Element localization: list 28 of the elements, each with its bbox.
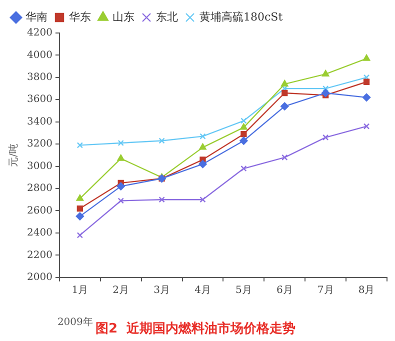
x-tick-label: 6月	[276, 284, 293, 296]
y-tick-label: 2800	[26, 183, 52, 194]
y-axis-title: 元/吨	[8, 144, 20, 167]
x-tick-label: 3月	[154, 284, 170, 296]
x-tick-label: 8月	[358, 284, 375, 296]
legend-label: 东北	[156, 10, 178, 24]
y-tick-label: 3400	[26, 116, 52, 128]
text: 2009年	[57, 316, 93, 328]
text: 图2 近期国内燃料油市场价格走势	[95, 320, 296, 337]
y-tick-label: 4000	[26, 50, 52, 61]
y-tick-label: 2400	[26, 228, 52, 239]
y-tick-label: 3200	[26, 138, 52, 150]
y-tick-label: 2600	[26, 205, 52, 216]
y-tick-label: 2200	[26, 250, 52, 261]
y-tick-label: 3800	[26, 72, 52, 84]
legend-label: 黄埔高硫180cSt	[200, 10, 284, 24]
legend-label: 华南	[26, 10, 48, 24]
x-tick-label: 4月	[194, 284, 211, 296]
y-tick-label: 3000	[26, 160, 52, 172]
y-tick-label: 4200	[26, 28, 52, 39]
legend-label: 山东	[112, 10, 134, 24]
x-tick-label: 1月	[72, 284, 88, 296]
y-tick-label: 3600	[26, 94, 52, 106]
x-tick-label: 2月	[112, 284, 130, 296]
x-tick-label: 7月	[317, 284, 334, 296]
y-tick-label: 2000	[26, 272, 52, 283]
x-tick-label: 5月	[236, 284, 252, 296]
legend-label: 华东	[69, 10, 91, 24]
